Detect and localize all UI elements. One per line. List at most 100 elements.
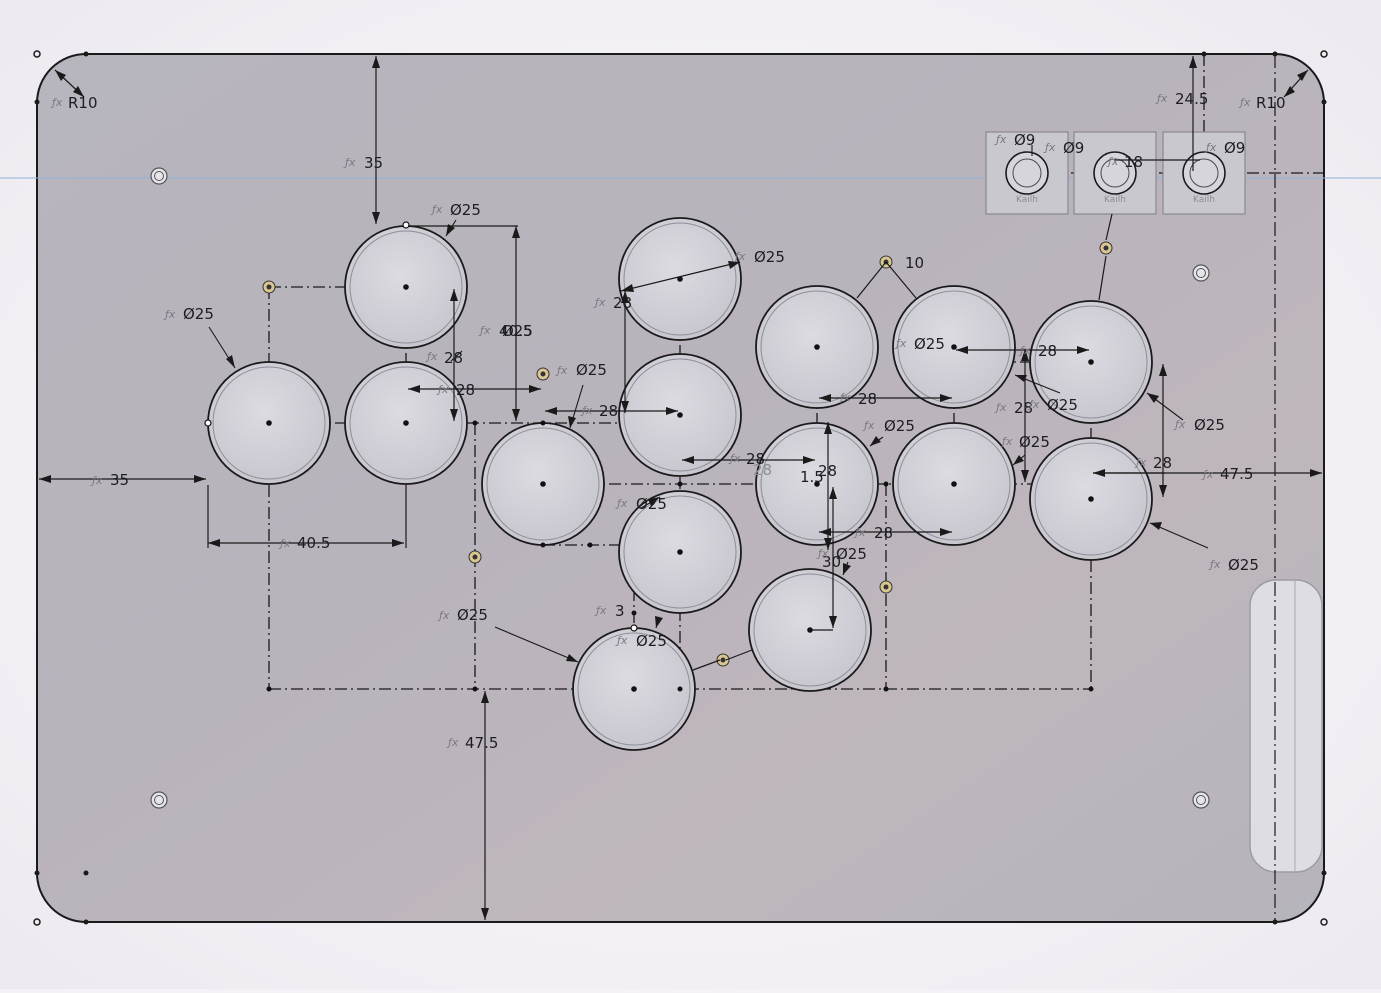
coincident-constraint-icon [1099,241,1113,255]
dimension-lines [39,56,1322,920]
dim-diameter-p2: Ø25 [914,335,945,353]
dim-angle-offset: 10 [905,254,924,272]
dim-diameter-col1-low: Ø25 [636,495,667,513]
corner-points [33,50,1328,926]
dim-left-margin: 35 [110,471,129,489]
switch-footprint-2: Kailh [1073,131,1157,215]
fx-icon: ƒx [1134,456,1147,469]
dim-diameter-p2-leader: Ø25 [1047,396,1078,414]
switch-footprint-3: Kailh [1162,131,1246,215]
dim-spacing-thumb-horizontal: 28 [456,381,475,399]
dim-thumb-spacing: 40.5 [297,534,330,552]
fx-icon: ƒx [436,383,449,396]
fx-icon: ƒx [90,474,103,487]
dim-spacing-k1-k2: 28 [874,524,893,542]
fx-icon: ƒx [862,419,875,432]
switch-footprint-1: Kailh [985,131,1069,215]
fx-icon: ƒx [163,308,176,321]
dim-spacing-p3-k3: 28 [1153,454,1172,472]
dim-diameter-thumb-left: Ø25 [183,305,214,323]
fx-icon: ƒx [1155,92,1168,105]
dim-overlap-a: 40.5 [499,322,532,340]
switch-label: Kailh [1016,195,1038,205]
fx-icon: ƒx [593,296,606,309]
fx-icon: ƒx [343,156,356,169]
open-points [204,221,638,632]
fx-icon: ƒx [1204,141,1217,154]
dim-diameter-k3: Ø25 [1228,556,1259,574]
mounting-holes[interactable] [150,167,1210,809]
dim-diameter-switch-3: Ø9 [1224,139,1245,157]
fx-icon: ƒx [1208,558,1221,571]
dim-right-offset: 47.5 [1220,465,1253,483]
dim-diameter-p3: Ø25 [1194,416,1225,434]
dim-diameter-switch-2: Ø9 [1063,139,1084,157]
dim-spacing-up-col1: 28 [599,402,618,420]
dim-bottom-offset: 47.5 [465,734,498,752]
fx-icon: ƒx [728,452,741,465]
dim-diameter-bottom-left-leader: Ø25 [457,606,488,624]
fx-icon: ƒx [437,609,450,622]
fx-icon: ƒx [894,337,907,350]
fx-icon: ƒx [853,526,866,539]
dim-diameter-k2: Ø25 [1019,433,1050,451]
fx-icon: ƒx [594,604,607,617]
fx-icon: ƒx [1106,155,1119,168]
coincident-constraint-icon [716,653,730,667]
fx-icon: ƒx [816,547,829,560]
dim-vertical-offset: 30 [822,553,841,571]
dim-diameter-col1-top: Ø25 [754,248,785,266]
fx-icon: ƒx [838,391,851,404]
switch-label: Kailh [1193,195,1215,205]
dim-diameter-up: Ø25 [576,361,607,379]
fx-icon: ƒx [733,250,746,263]
arcade-buttons[interactable] [207,217,1153,751]
fx-icon: ƒx [1173,418,1186,431]
mounting-hole-icon [150,791,168,809]
fx-icon: ƒx [1027,398,1040,411]
switch-footprints[interactable]: Kailh Kailh Kailh [985,131,1246,215]
dim-diameter-bottom-right: Ø25 [836,545,867,563]
dim-spacing-col1-vertical: 28 [613,294,632,312]
coincident-constraint-icon [262,280,276,294]
fx-icon: ƒx [478,324,491,337]
fx-icon: ƒx [994,401,1007,414]
coincident-constraint-icon [879,580,893,594]
dim-spacing-p2-p3: 28 [1038,342,1057,360]
fx-icon: ƒx [1238,96,1251,109]
dim-corner-radius-left: R10 [68,94,98,112]
fx-icon: ƒx [615,634,628,647]
dim-overlap-b: Ø25 [502,322,533,340]
dim-spacing-ghost: 28 [753,461,772,479]
fx-icon: ƒx [425,350,438,363]
fx-icon: ƒx [994,133,1007,146]
fx-icon: ƒx [1201,468,1214,481]
dim-spacing-thumb-vertical: 28 [444,349,463,367]
dim-diameter-switch-1: Ø9 [1014,131,1035,149]
tangent-points [34,51,1327,925]
dim-small-gap: 1.5 [800,468,824,486]
fx-icon: ƒx [615,497,628,510]
mounting-hole-icon [150,167,168,185]
dim-spacing-p2-k2: 28 [1014,399,1033,417]
button-centers [266,276,1094,692]
dim-small-offset: 3 [615,602,625,620]
fx-icon: ƒx [430,203,443,216]
fx-icon: ƒx [50,96,63,109]
fx-icon: ƒx [1000,435,1013,448]
dim-spacing-k1-vertical: 28 [818,462,837,480]
fx-icon: ƒx [278,537,291,550]
mounting-hole-icon [1192,264,1210,282]
dim-diameter-bottom-left: Ø25 [636,632,667,650]
dimension-labels[interactable]: ƒx R10 ƒx R10 ƒx 35 ƒx 35 ƒx 40.5 ƒx 47.… [50,90,1286,752]
fx-icon: ƒx [1018,344,1031,357]
switch-label: Kailh [1104,195,1126,205]
dim-top-offset: 35 [364,154,383,172]
button-rims [212,222,1148,746]
dim-switch-spacing: 18 [1124,153,1143,171]
side-cutout[interactable] [1249,579,1323,873]
dim-diameter-thumb-top: Ø25 [450,201,481,219]
mounting-hole-icon [1192,791,1210,809]
